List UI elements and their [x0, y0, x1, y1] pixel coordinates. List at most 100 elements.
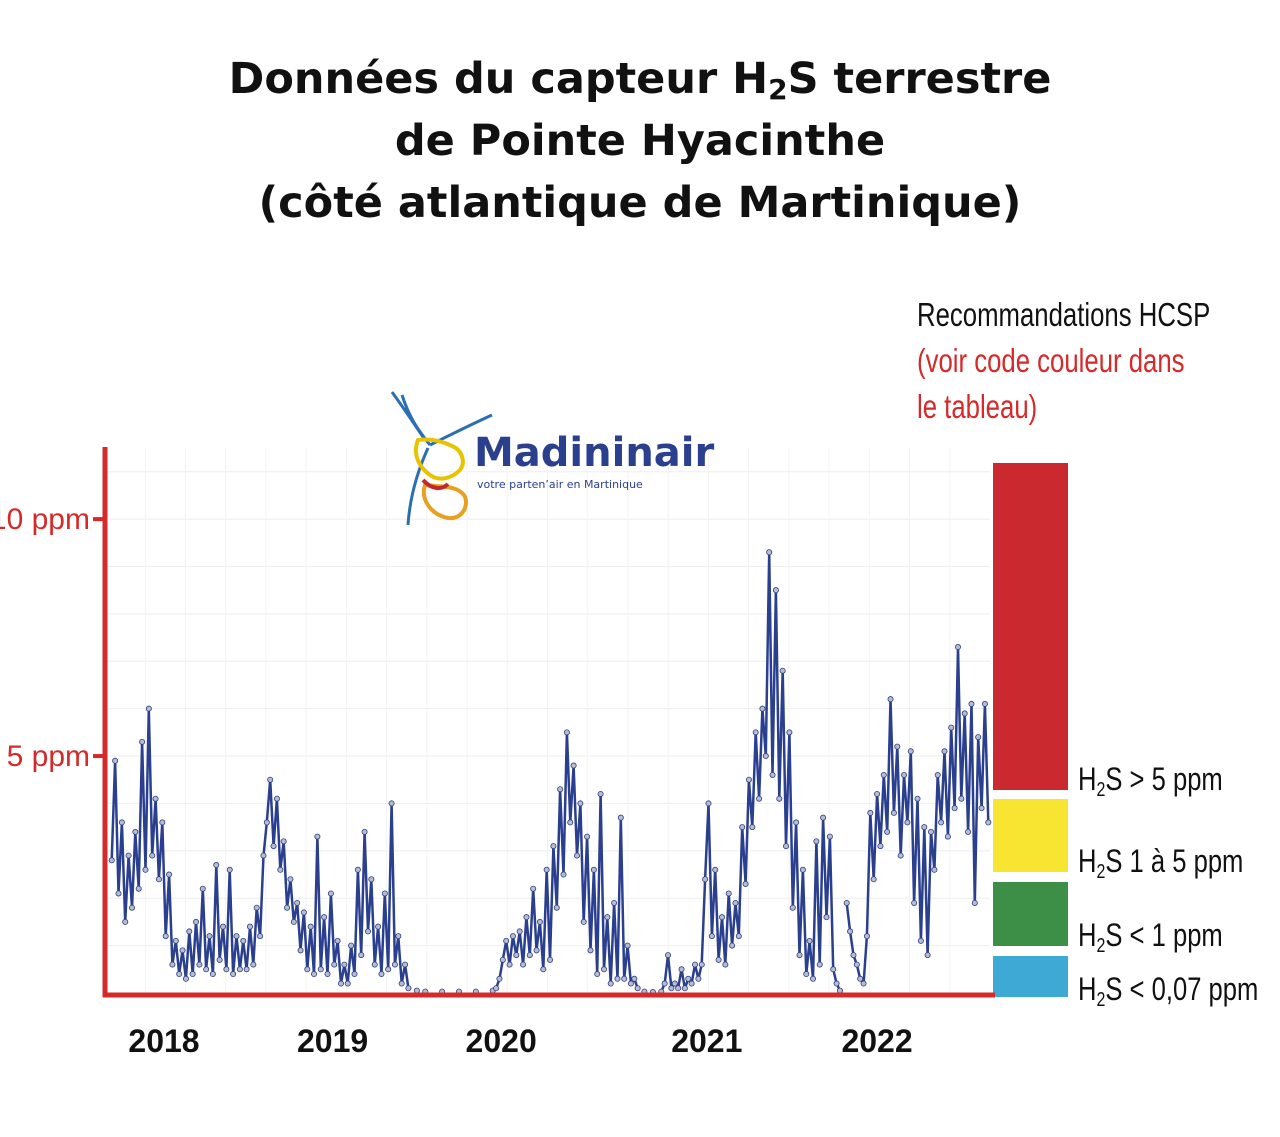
- data-point: [874, 790, 881, 797]
- data-point: [169, 961, 176, 968]
- data-point: [132, 828, 139, 835]
- data-point: [321, 914, 328, 921]
- x-tick-label: 2020: [466, 1023, 537, 1059]
- data-point: [631, 975, 638, 982]
- data-point: [867, 809, 874, 816]
- data-point: [547, 956, 554, 963]
- data-point: [688, 980, 695, 987]
- data-point: [756, 795, 763, 802]
- data-point: [391, 961, 398, 968]
- data-point: [311, 971, 318, 978]
- data-point: [496, 975, 503, 982]
- data-point: [567, 819, 574, 826]
- data-point: [263, 819, 270, 826]
- data-point: [300, 909, 307, 916]
- data-point: [108, 857, 115, 864]
- data-point: [560, 871, 567, 878]
- data-point: [779, 667, 786, 674]
- data-point: [166, 871, 173, 878]
- data-point: [924, 952, 931, 959]
- data-point: [118, 819, 125, 826]
- data-point: [894, 743, 901, 750]
- data-point: [938, 819, 945, 826]
- data-point: [830, 966, 837, 973]
- x-tick-label: 2021: [671, 1023, 742, 1059]
- data-point: [334, 937, 341, 944]
- data-point: [196, 961, 203, 968]
- data-point: [971, 899, 978, 906]
- data-point: [513, 952, 520, 959]
- data-point: [277, 866, 284, 873]
- hcsp-note: Recommandations HCSP (voir code couleur …: [917, 292, 1245, 430]
- data-point: [152, 795, 159, 802]
- data-point: [607, 980, 614, 987]
- y-tick-label: 5 ppm: [7, 740, 90, 773]
- data-point: [793, 819, 800, 826]
- data-point: [887, 696, 894, 703]
- data-point: [739, 824, 746, 831]
- data-point: [142, 866, 149, 873]
- data-point: [975, 734, 982, 741]
- data-point: [853, 961, 860, 968]
- data-point: [928, 828, 935, 835]
- data-point: [732, 899, 739, 906]
- data-point: [968, 700, 975, 707]
- data-point: [499, 956, 506, 963]
- data-point: [901, 772, 908, 779]
- data-point: [223, 966, 230, 973]
- data-point: [385, 966, 392, 973]
- data-point: [341, 961, 348, 968]
- data-point: [816, 961, 823, 968]
- data-point: [260, 852, 267, 859]
- data-point: [304, 966, 311, 973]
- data-point: [253, 904, 260, 911]
- data-point: [159, 819, 166, 826]
- data-point: [759, 705, 766, 712]
- hcsp-note-line-2: le tableau): [917, 388, 1038, 425]
- data-point: [557, 786, 564, 793]
- data-point: [803, 971, 810, 978]
- legend-label: H2S > 5 ppm: [1078, 762, 1223, 800]
- data-point: [371, 961, 378, 968]
- data-point: [240, 937, 247, 944]
- data-point: [921, 824, 928, 831]
- data-point: [351, 971, 358, 978]
- data-point: [135, 885, 142, 892]
- data-point: [614, 975, 621, 982]
- data-point: [267, 776, 274, 783]
- data-point: [671, 980, 678, 987]
- data-point: [826, 833, 833, 840]
- data-point: [762, 753, 769, 760]
- data-point: [941, 748, 948, 755]
- data-point: [287, 876, 294, 883]
- data-point: [368, 876, 375, 883]
- data-point: [951, 805, 958, 812]
- data-point: [890, 809, 897, 816]
- data-point: [857, 975, 864, 982]
- data-point: [402, 961, 409, 968]
- data-point: [597, 790, 604, 797]
- data-point: [506, 961, 513, 968]
- data-point: [836, 987, 843, 994]
- data-point: [358, 952, 365, 959]
- data-point: [182, 975, 189, 982]
- data-point: [533, 947, 540, 954]
- color-bands: [993, 463, 1068, 997]
- data-point: [985, 819, 992, 826]
- legend-label: H2S < 1 ppm: [1078, 918, 1223, 956]
- data-point: [587, 947, 594, 954]
- data-point: [523, 914, 530, 921]
- data-point: [246, 923, 253, 930]
- x-tick-label: 2018: [128, 1023, 199, 1059]
- data-point: [348, 942, 355, 949]
- data-point: [668, 985, 675, 992]
- data-point: [550, 843, 557, 850]
- data-point: [112, 757, 119, 764]
- data-point: [772, 587, 779, 594]
- data-point: [735, 933, 742, 940]
- data-point: [493, 985, 500, 992]
- logo-name: Madininair: [474, 430, 715, 476]
- title-line-1: Données du capteur H2S terrestre: [228, 54, 1052, 106]
- data-point: [193, 918, 200, 925]
- data-point: [863, 933, 870, 940]
